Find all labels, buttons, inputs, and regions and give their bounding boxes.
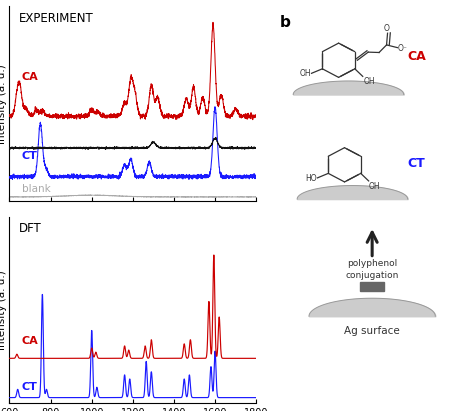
Text: O: O [383, 24, 390, 32]
Text: polyphenol: polyphenol [347, 259, 397, 268]
Bar [360, 282, 384, 291]
Text: CA: CA [22, 336, 38, 346]
Text: CA: CA [408, 50, 427, 63]
Text: DFT: DFT [19, 222, 42, 236]
Text: O⁻: O⁻ [398, 44, 408, 53]
Text: Ag surface: Ag surface [344, 326, 400, 336]
Text: OH: OH [363, 77, 375, 86]
Y-axis label: Intensity (a. u.): Intensity (a. u.) [0, 64, 7, 144]
Text: EXPERIMENT: EXPERIMENT [19, 12, 94, 25]
Text: blank: blank [22, 184, 51, 194]
Text: HO: HO [305, 174, 317, 183]
Text: b: b [279, 15, 290, 30]
Text: OH: OH [299, 69, 311, 79]
Text: CT: CT [22, 382, 38, 393]
Text: OH: OH [369, 182, 381, 191]
Y-axis label: Intensity (a. u.): Intensity (a. u.) [0, 270, 7, 350]
Text: CT: CT [408, 157, 426, 169]
Text: CT: CT [22, 151, 38, 162]
Text: CA: CA [22, 72, 38, 82]
Text: conjugation: conjugation [346, 271, 399, 280]
